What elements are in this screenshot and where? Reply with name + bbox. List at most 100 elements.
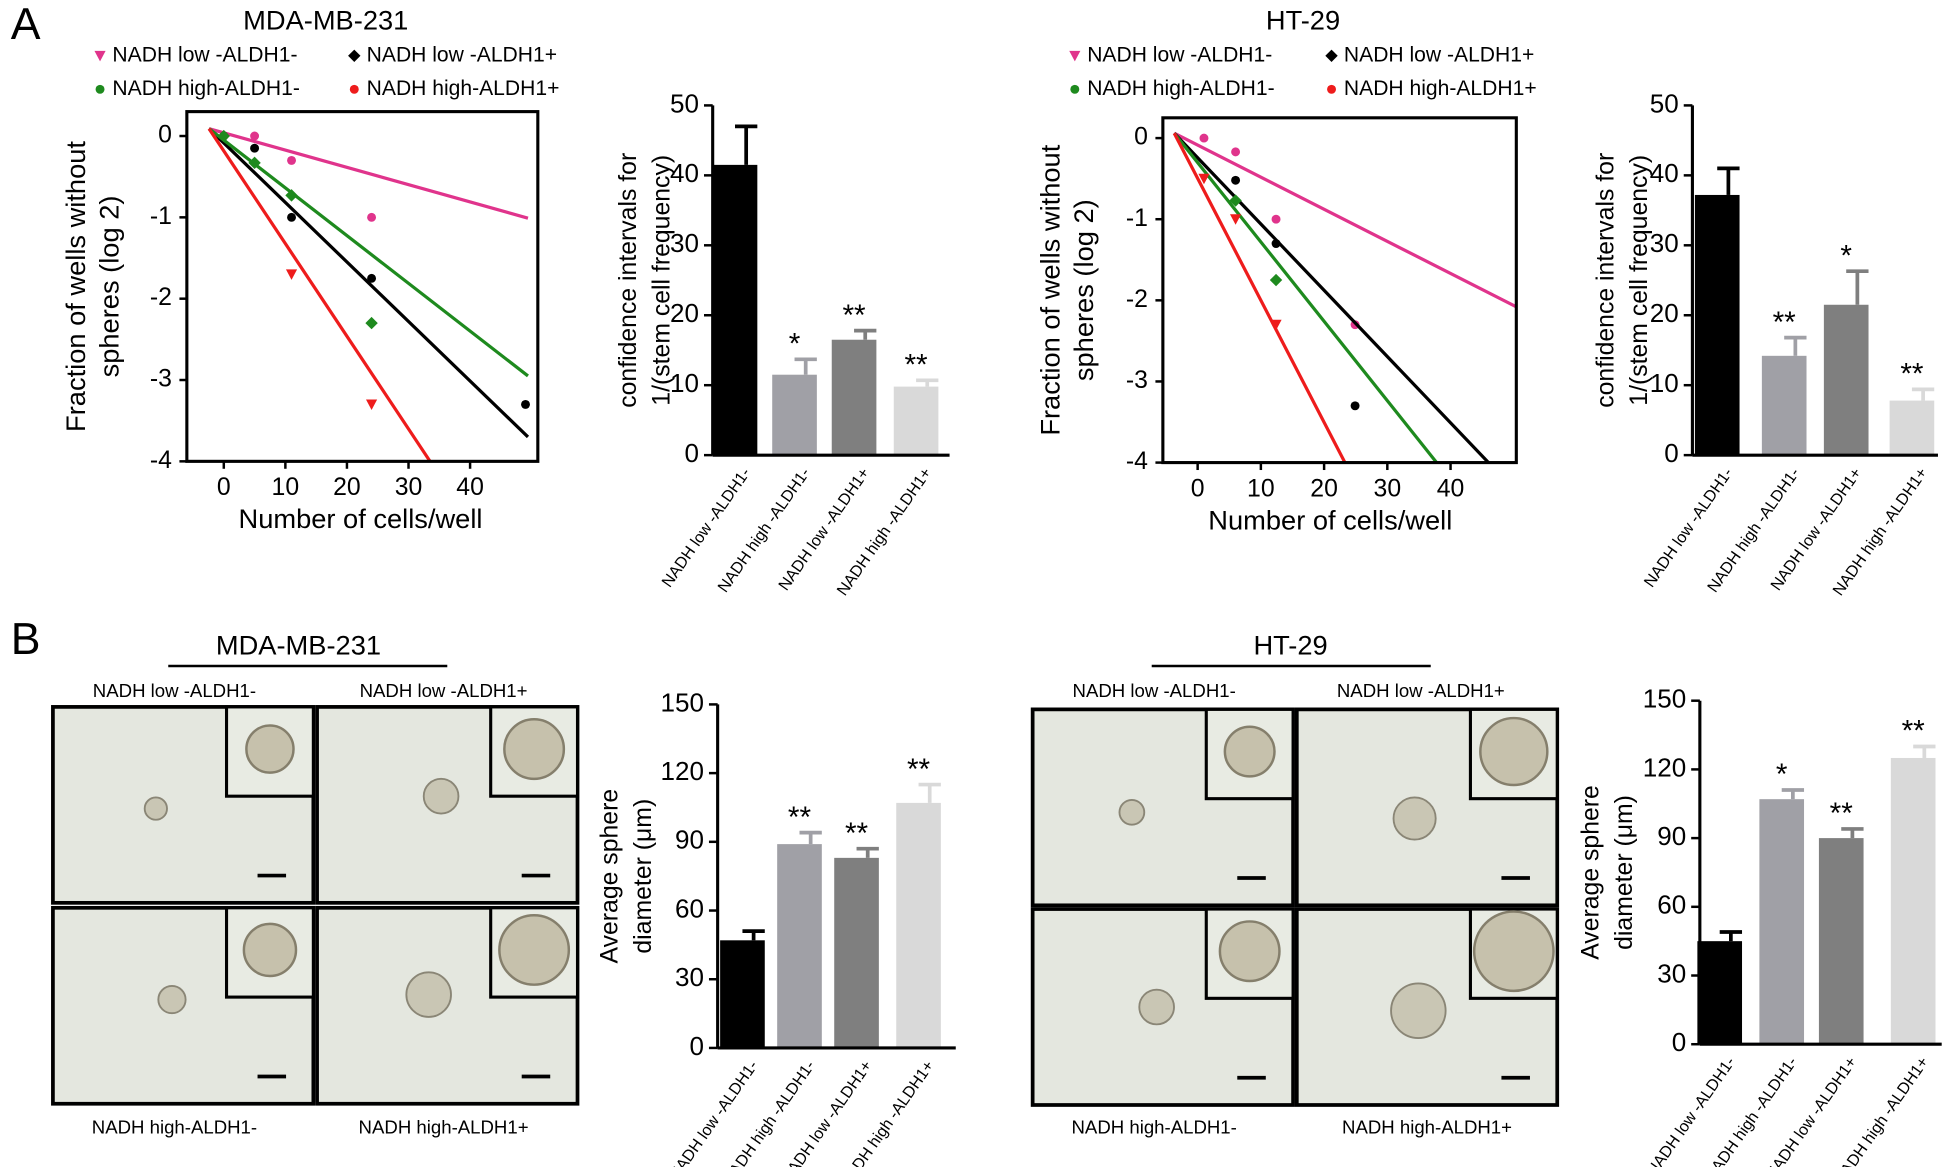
y-tick-label: 60 xyxy=(1657,890,1686,920)
y-tick-label: 50 xyxy=(670,88,699,118)
y-tick-label: 120 xyxy=(661,756,704,786)
marker xyxy=(287,212,296,222)
x-tick-label: 20 xyxy=(1310,475,1338,502)
bar xyxy=(712,164,758,456)
marker xyxy=(285,189,298,202)
cell xyxy=(157,985,187,1015)
bar xyxy=(834,857,879,1048)
cell xyxy=(405,971,452,1018)
marker xyxy=(367,212,377,222)
significance: * xyxy=(1776,758,1788,791)
fit-line xyxy=(208,127,529,378)
y-tick-label: 90 xyxy=(675,825,704,855)
cell-zoom xyxy=(242,922,298,978)
plot-frame xyxy=(1161,116,1518,465)
bar xyxy=(831,339,877,456)
micrograph-label: NADH high-ALDH1- xyxy=(92,1116,257,1137)
marker xyxy=(1271,214,1281,224)
marker xyxy=(521,399,530,409)
y-axis-label: diameter (μm) xyxy=(1611,795,1638,950)
legend-marker xyxy=(1325,49,1338,63)
y-axis-label: confidence intervals for xyxy=(1592,153,1619,408)
legend-label: NADH low -ALDH1+ xyxy=(367,43,557,66)
y-tick-label: 120 xyxy=(1643,752,1686,782)
y-tick-label: 10 xyxy=(670,368,699,398)
marker xyxy=(1229,194,1242,207)
bar xyxy=(1694,194,1740,456)
chart-title: HT-29 xyxy=(1266,5,1340,36)
cell xyxy=(1138,988,1175,1026)
x-tick-label: 30 xyxy=(1374,475,1402,502)
legend-marker xyxy=(349,84,359,94)
y-axis-label: 1/(stem cell frequency) xyxy=(649,155,676,406)
y-tick-label: 30 xyxy=(675,962,704,992)
marker xyxy=(1198,173,1210,185)
y-tick-label: 90 xyxy=(1657,821,1686,851)
y-tick-label: 60 xyxy=(675,893,704,923)
y-axis-label: Average sphere xyxy=(1578,785,1605,960)
marker xyxy=(250,131,260,141)
micrograph-label: NADH low -ALDH1- xyxy=(93,680,256,701)
x-tick-label: 0 xyxy=(1191,475,1205,502)
y-tick-label: -1 xyxy=(1126,205,1148,232)
y-tick-label: -2 xyxy=(1126,286,1148,313)
y-tick-label: 0 xyxy=(690,1031,704,1061)
micrograph-label: NADH low -ALDH1+ xyxy=(1337,680,1505,701)
marker xyxy=(1271,239,1281,249)
y-axis-label: Fraction of wells without xyxy=(60,141,91,432)
fit-line xyxy=(1172,132,1438,463)
cell-zoom xyxy=(1223,725,1276,778)
legend-label: NADH high-ALDH1- xyxy=(112,77,299,100)
marker xyxy=(1270,319,1282,331)
significance: ** xyxy=(907,753,931,786)
y-tick-label: 40 xyxy=(1650,158,1679,188)
x-tick-label: 30 xyxy=(395,474,423,501)
x-tick-label: 40 xyxy=(456,474,484,501)
legend-marker xyxy=(95,84,105,94)
significance: ** xyxy=(845,817,869,850)
cell xyxy=(143,796,168,821)
cell-zoom xyxy=(245,724,295,774)
marker xyxy=(285,269,298,280)
y-tick-label: 30 xyxy=(1657,958,1686,988)
y-tick-label: 20 xyxy=(670,298,699,328)
micrograph-label: NADH low -ALDH1+ xyxy=(360,680,528,701)
bar xyxy=(893,386,939,456)
legend-marker xyxy=(94,50,106,62)
bar xyxy=(896,802,941,1048)
marker xyxy=(1350,401,1360,411)
cell-zoom xyxy=(1218,920,1281,983)
micrograph-label: NADH high-ALDH1- xyxy=(1072,1116,1237,1137)
legend-marker xyxy=(1070,84,1080,94)
legend-label: NADH high-ALDH1+ xyxy=(367,77,560,100)
fit-line xyxy=(1173,132,1490,463)
bar xyxy=(1761,355,1807,456)
micrograph-label: NADH low -ALDH1- xyxy=(1073,680,1236,701)
y-axis-label: Fraction of wells without xyxy=(1035,144,1066,435)
legend-label: NADH high-ALDH1+ xyxy=(1344,77,1537,100)
y-axis-label: spheres (log 2) xyxy=(1068,199,1099,381)
x-tick-label: 10 xyxy=(272,474,300,501)
significance: ** xyxy=(1900,358,1924,391)
x-tick-label: 40 xyxy=(1437,475,1465,502)
cell xyxy=(422,777,460,815)
chart-title: MDA-MB-231 xyxy=(243,5,408,36)
panel-label: B xyxy=(11,615,41,664)
marker xyxy=(365,399,378,410)
cell xyxy=(1390,982,1447,1039)
y-tick-label: 20 xyxy=(1650,298,1679,328)
cell-zoom xyxy=(498,914,571,986)
x-tick-label: 20 xyxy=(333,474,361,501)
y-tick-label: 30 xyxy=(670,228,699,258)
marker xyxy=(1231,175,1241,185)
y-tick-label: -3 xyxy=(1126,367,1148,394)
significance: ** xyxy=(1830,797,1854,830)
x-tick-label: 0 xyxy=(217,474,231,501)
y-tick-label: -4 xyxy=(1126,448,1148,475)
micrograph-label: NADH high-ALDH1+ xyxy=(1342,1116,1512,1137)
bar xyxy=(772,374,817,456)
fit-line xyxy=(207,127,530,439)
y-tick-label: 50 xyxy=(1650,88,1679,118)
marker xyxy=(367,273,377,283)
y-axis-label: spheres (log 2) xyxy=(93,196,124,378)
